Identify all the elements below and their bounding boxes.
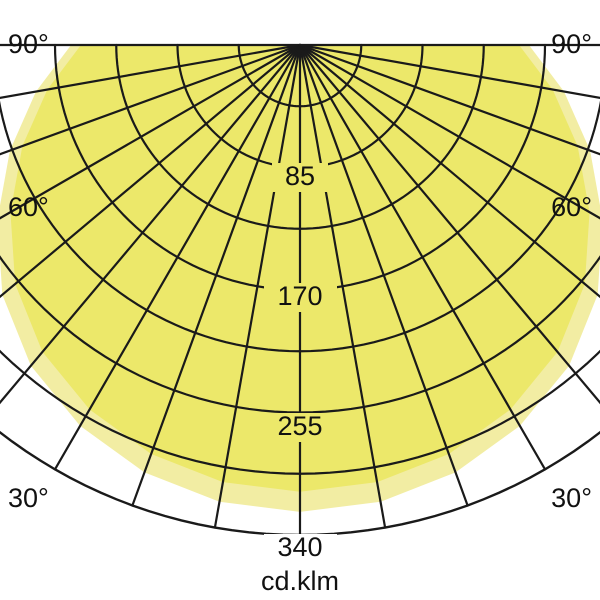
angular-gridline-60: [298, 43, 600, 220]
angular-gridline--80: [0, 43, 302, 100]
angular-gridline-80: [298, 43, 600, 100]
unit-label: cd.klm: [261, 566, 339, 596]
angular-gridline-50: [298, 43, 600, 299]
angle-label-90-left: 90°: [8, 29, 49, 59]
angular-gridline-70: [298, 43, 600, 156]
angular-gridline--50: [0, 43, 302, 299]
radial-tick-label-85: 85: [285, 161, 315, 191]
angular-gridline--10: [213, 43, 302, 529]
angular-gridline-40: [298, 43, 600, 405]
angular-gridline--40: [0, 43, 302, 405]
angular-gridline--60: [0, 43, 302, 220]
angular-gridline-20: [298, 43, 469, 507]
angular-gridline--30: [53, 43, 302, 471]
radial-tick-label-170: 170: [277, 281, 322, 311]
angle-label-30-left: 30°: [8, 483, 49, 513]
angle-label-90-right: 90°: [551, 29, 592, 59]
radial-tick-label-255: 255: [277, 411, 322, 441]
angle-label-60-left: 60°: [8, 192, 49, 222]
angular-gridline-10: [298, 43, 387, 529]
angular-gridline-30: [298, 43, 547, 471]
radial-tick-labels: 85 170 255 340: [264, 161, 337, 563]
angular-gridline--70: [0, 43, 302, 156]
angle-label-60-right: 60°: [551, 192, 592, 222]
angle-label-30-right: 30°: [551, 483, 592, 513]
angular-gridline--20: [131, 43, 302, 507]
radial-tick-label-340: 340: [277, 532, 322, 562]
angular-gridlines: [0, 43, 600, 537]
